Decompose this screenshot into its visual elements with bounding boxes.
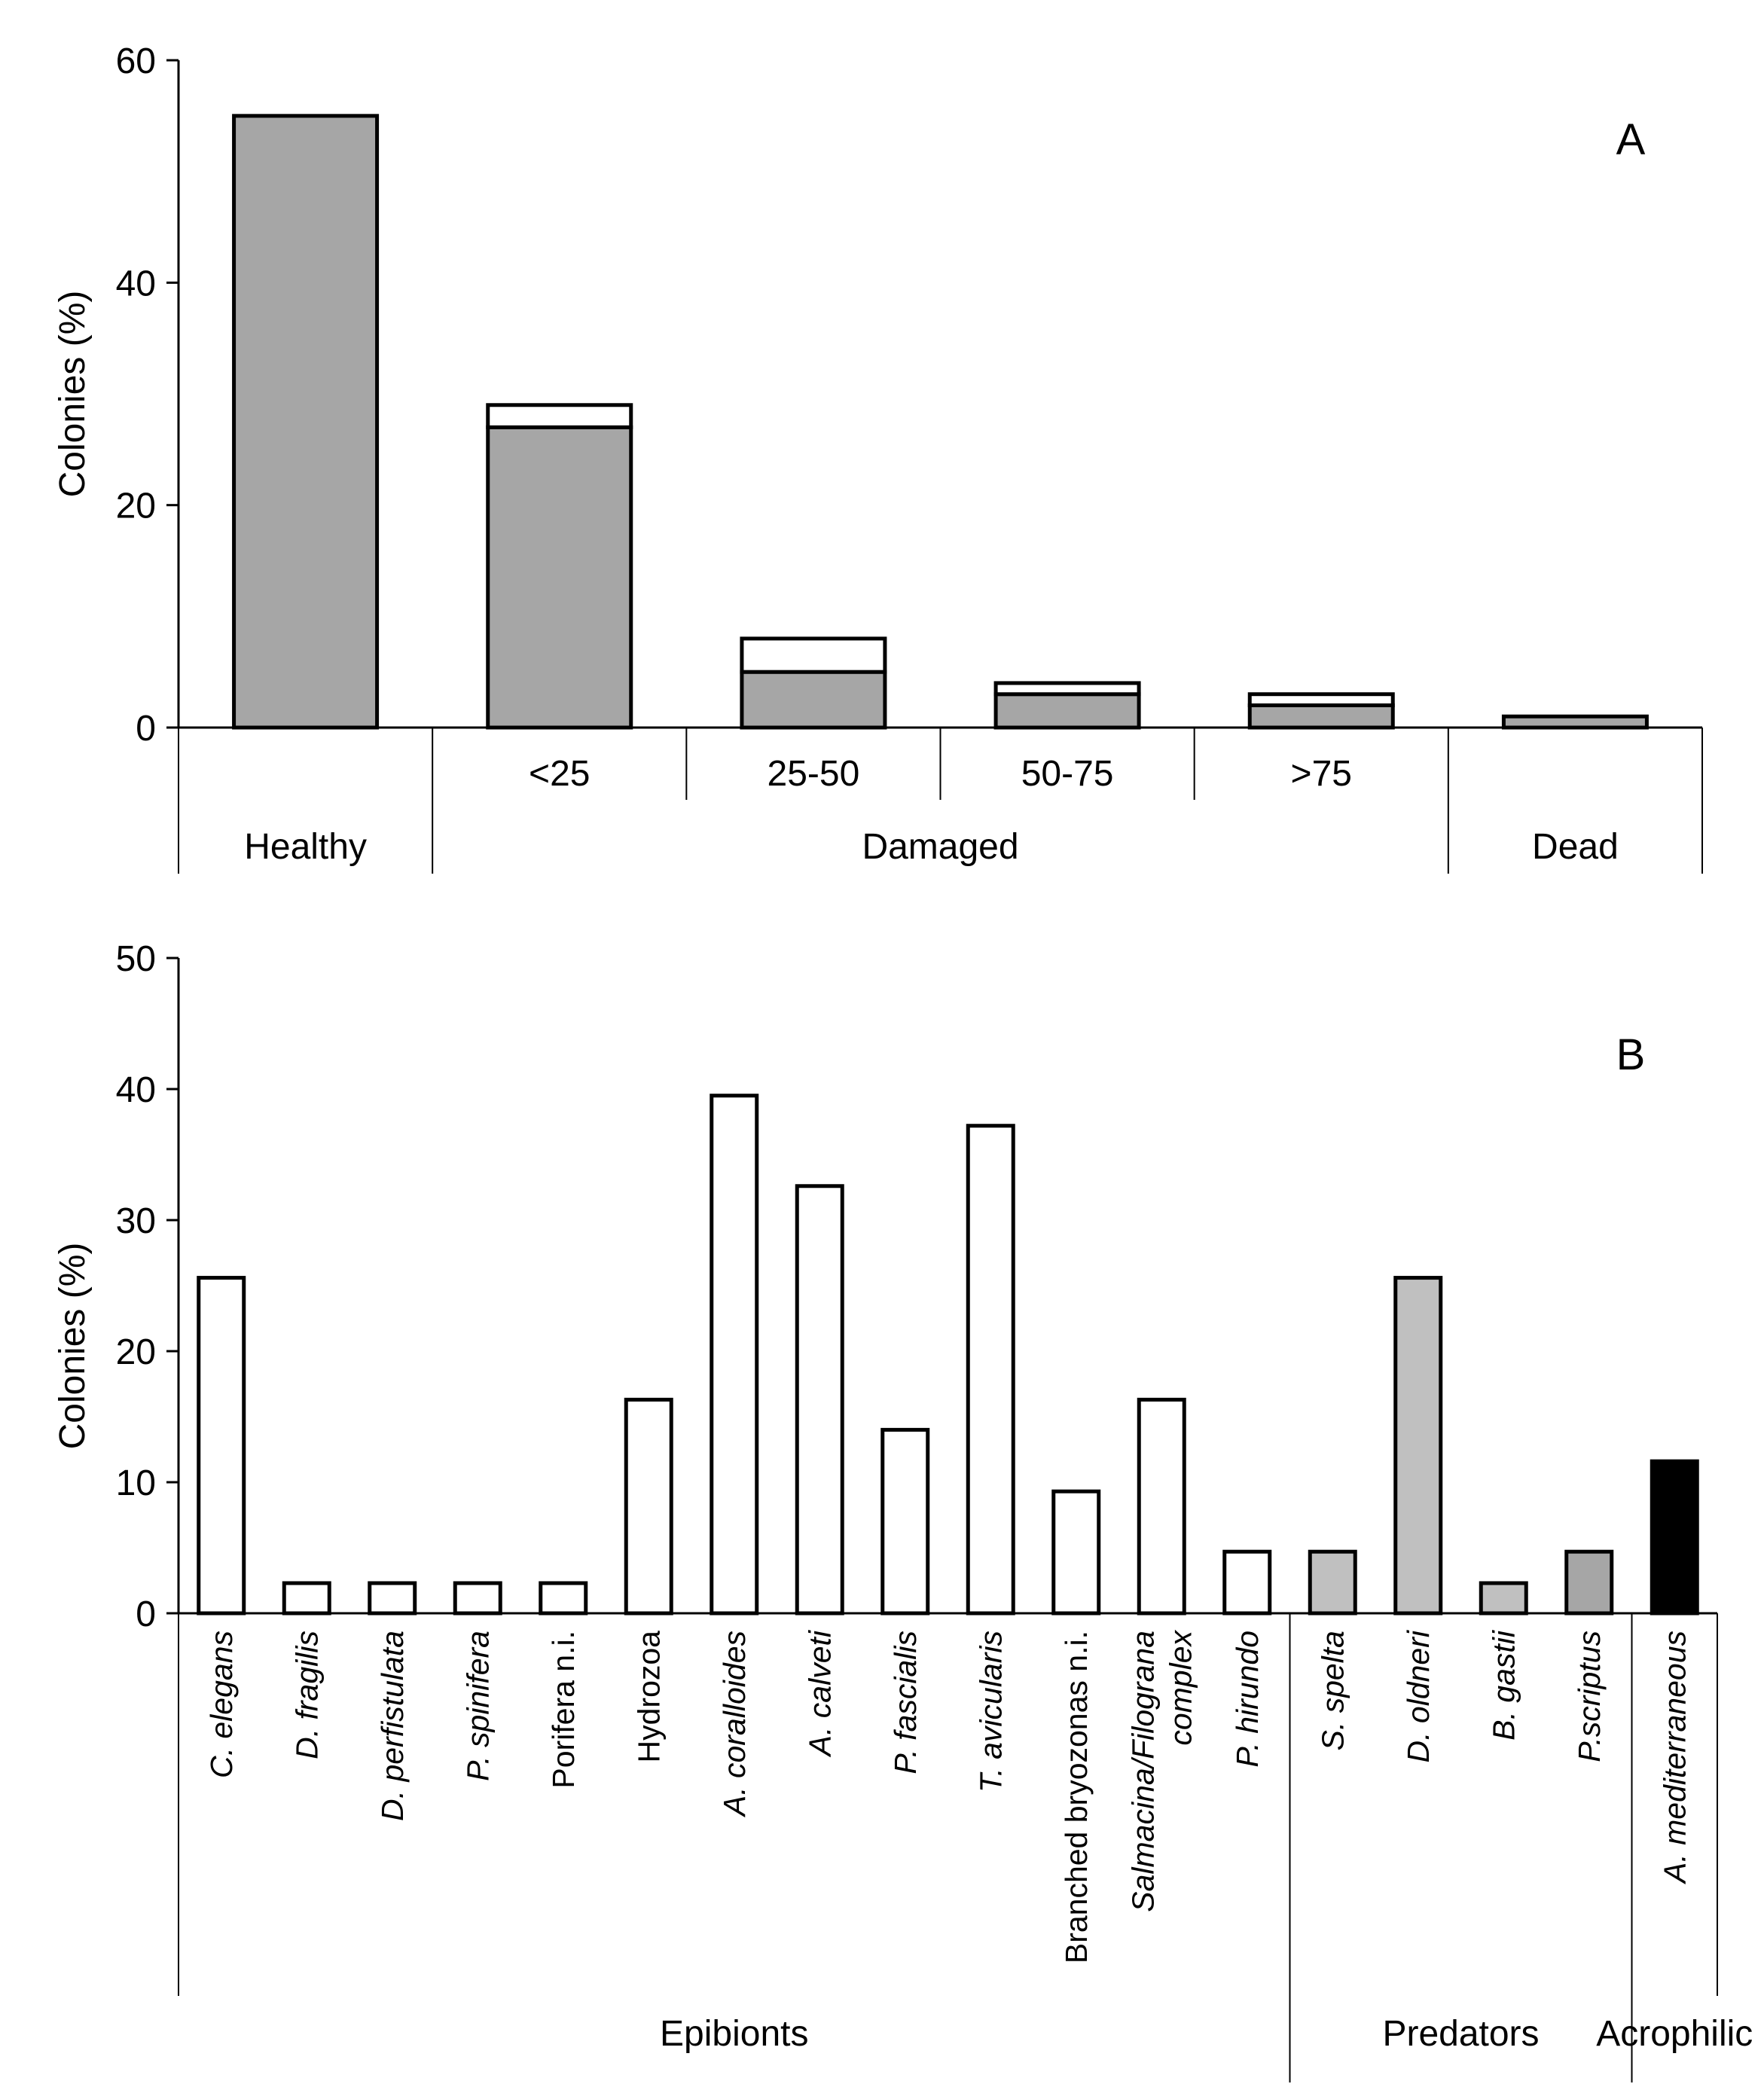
category-label-b-t-avicularis: T. avicularis <box>973 1631 1008 1793</box>
panel-letter-a: A <box>1616 115 1646 164</box>
group-label-b-acrophilic: Acrophilic <box>1596 2014 1753 2054</box>
y-tick-label-a: 0 <box>136 709 156 749</box>
category-label-b-s-spelta: S. spelta <box>1315 1631 1350 1751</box>
bar-b-branched-bryozonas-n-i <box>1051 1489 1101 1616</box>
bar-b-p-hirundo <box>1222 1549 1272 1616</box>
bar-b-p-scriptus <box>1564 1549 1614 1616</box>
y-tick-label-b: 30 <box>116 1201 156 1241</box>
bar-a-25-white <box>486 403 633 429</box>
bar-b-a-calveti <box>795 1184 844 1616</box>
category-label-b-c-elegans: C. elegans <box>204 1631 239 1778</box>
panel-a: 0 20 40 60 Colonies (%) Healthy Damaged <25 25-5… <box>53 41 1703 874</box>
category-label-b-a-calveti: A. calveti <box>802 1629 837 1758</box>
category-label-b-branched-bryozonas-n-i: Branched bryozonas n.i. <box>1059 1631 1094 1963</box>
bar-b-hydrozoa <box>624 1397 673 1616</box>
bar-b-d-fragilis <box>282 1581 331 1616</box>
group-label-a-healthy: Healthy <box>244 827 367 867</box>
bar-a-25-50-grey <box>740 670 887 730</box>
bar-a-healthy-grey <box>232 114 380 730</box>
category-label-b-p-hirundo: P. hirundo <box>1230 1631 1265 1768</box>
category-label-b-d-perfistulata: D. perfistulata <box>375 1631 410 1821</box>
group-label-b-predators: Predators <box>1382 2014 1539 2054</box>
bar-b-t-avicularis <box>966 1124 1015 1616</box>
bar-b-d-oldneri <box>1393 1276 1443 1616</box>
y-tick-label-a: 20 <box>116 487 156 526</box>
panel-b: 0 10 20 30 40 50 Colonies (%) C. elegans D. frag… <box>53 939 1753 2082</box>
category-label-b-p-spinifera: P. spinifera <box>460 1631 495 1781</box>
y-tick-label-b: 0 <box>136 1594 156 1634</box>
group-label-b-epibionts: Epibionts <box>660 2014 808 2054</box>
y-axis-title-a: Colonies (%) <box>53 291 93 498</box>
bar-b-a-coralloides <box>710 1094 759 1616</box>
group-label-a-dead: Dead <box>1532 827 1619 867</box>
panel-letter-b: B <box>1616 1030 1646 1079</box>
group-label-a-damaged: Damaged <box>862 827 1018 867</box>
bar-a-25-50-white <box>740 636 887 674</box>
bar-b-porifera-n-i <box>539 1581 588 1616</box>
y-axis-title-b: Colonies (%) <box>53 1243 93 1450</box>
category-label-b-salmacina-filograna: Salmacina/Filograna <box>1125 1631 1160 1912</box>
bar-a-50-75-white <box>993 681 1141 697</box>
y-tick-label-a: 60 <box>116 41 156 81</box>
bar-b-c-elegans <box>197 1276 246 1616</box>
y-tick-label-b: 50 <box>116 939 156 979</box>
y-tick-label-b: 40 <box>116 1070 156 1110</box>
bar-a-50-75-grey <box>993 692 1141 730</box>
bar-b-a-mediterraneous <box>1650 1459 1699 1616</box>
category-label-b-porifera-n-i: Porifera n.i. <box>546 1631 581 1789</box>
bar-b-p-spinifera <box>453 1581 502 1616</box>
bar-a-dead-grey <box>1501 714 1649 730</box>
category-label-b-a-coralloides: A. coralloides <box>717 1631 752 1818</box>
category-label-a-25-50: 25-50 <box>768 754 860 794</box>
bar-a-25-grey <box>486 425 633 730</box>
category-label-a-75: >75 <box>1291 754 1352 794</box>
bar-b-salmacina-filograna-complex <box>1137 1397 1186 1616</box>
category-label-a-25: <25 <box>529 754 590 794</box>
bar-a-75-white <box>1247 692 1395 707</box>
y-tick-label-b: 20 <box>116 1332 156 1372</box>
y-tick-label-b: 10 <box>116 1463 156 1503</box>
category-label-b-d-oldneri: D. oldneri <box>1401 1629 1436 1762</box>
category-label-b-p-scriptus: P.scriptus <box>1572 1631 1607 1762</box>
bar-a-75-grey <box>1247 703 1395 730</box>
category-label-b-a-mediterraneous: A. mediterraneous <box>1657 1631 1692 1885</box>
y-tick-label-a: 40 <box>116 264 156 304</box>
category-label-b-d-fragilis: D. fragilis <box>289 1631 324 1759</box>
bar-b-d-perfistulata <box>368 1581 417 1616</box>
bar-b-b-gastii <box>1479 1581 1528 1616</box>
bar-b-p-fascialis <box>880 1427 930 1616</box>
category-label-b-hydrozoa: Hydrozoa <box>631 1631 666 1763</box>
category-label-b-p-fascialis: P. fascialis <box>888 1631 923 1774</box>
bar-b-s-spelta <box>1308 1549 1357 1616</box>
category-label-b-b-gastii: B. gastii <box>1486 1629 1521 1741</box>
category-label-a-50-75: 50-75 <box>1021 754 1114 794</box>
category-label-b-complex: complex <box>1163 1630 1198 1746</box>
